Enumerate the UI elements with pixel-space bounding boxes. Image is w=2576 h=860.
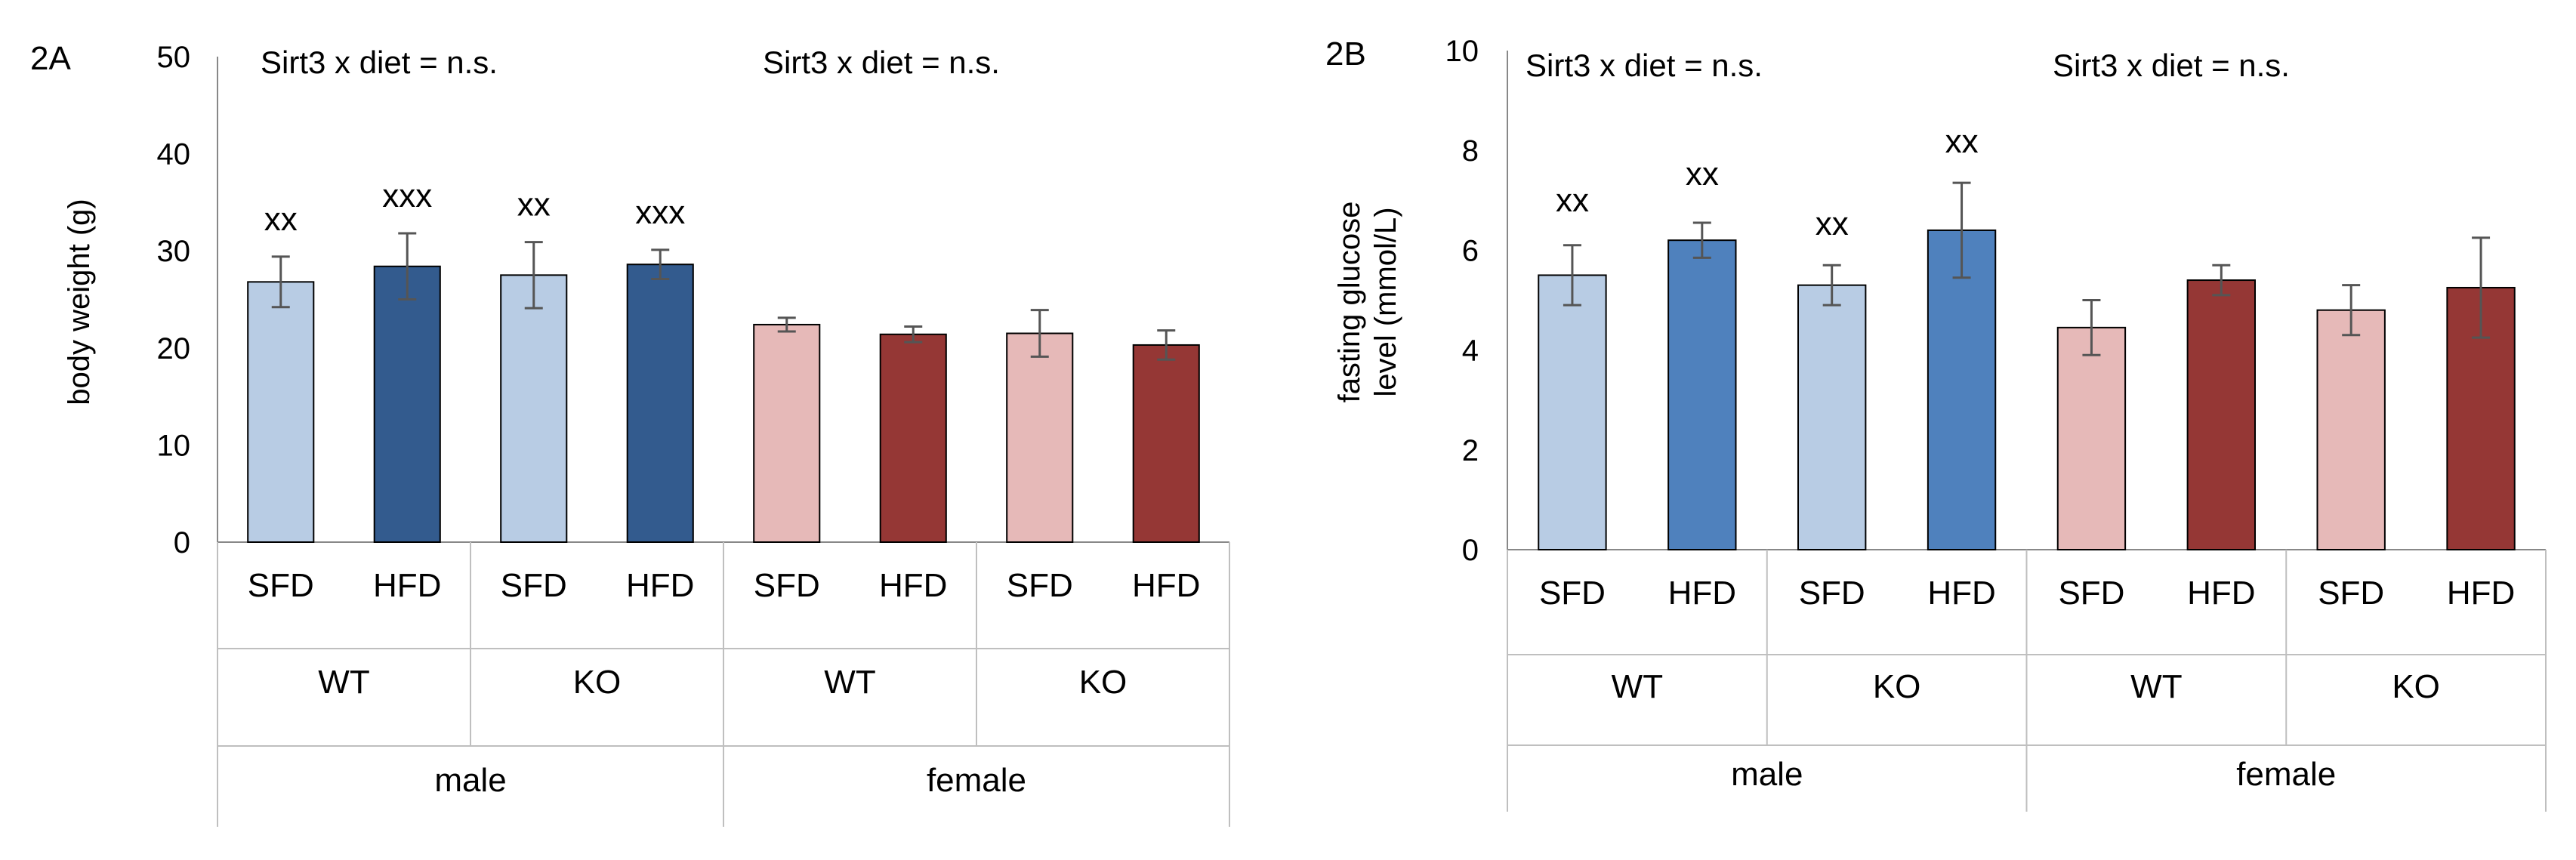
chart1-y-tick-label: 20 xyxy=(157,332,191,365)
chart2-sex-label: female xyxy=(2236,756,2336,793)
chart2-sex-label: male xyxy=(1731,756,1803,793)
chart2-y-tick-label: 0 xyxy=(1462,534,1479,567)
chart1-significance-label: xxx xyxy=(635,194,685,231)
chart1-genotype-label: KO xyxy=(1079,664,1128,701)
chart2-diet-label: HFD xyxy=(1927,575,1995,612)
chart1-significance-label: xx xyxy=(264,201,298,238)
chart2-bar xyxy=(2316,309,2386,550)
chart2-bar xyxy=(1538,274,1607,550)
chart1-diet-label: SFD xyxy=(501,567,567,604)
chart2-bar xyxy=(1667,239,1737,550)
chart2-significance-label: xx xyxy=(1556,182,1589,219)
chart1-diet-label: HFD xyxy=(879,567,947,604)
chart2-y-tick-label: 6 xyxy=(1462,234,1479,267)
chart1-diet-label: HFD xyxy=(373,567,441,604)
chart1-diet-label: HFD xyxy=(1132,567,1200,604)
chart1-genotype-label: WT xyxy=(824,664,875,701)
chart2-diet-label: HFD xyxy=(1668,575,1736,612)
chart2-bar xyxy=(2186,279,2256,550)
chart2-genotype-label: KO xyxy=(1873,668,1921,705)
chart1-significance-label: xxx xyxy=(382,177,432,214)
chart2-diet-label: SFD xyxy=(2318,575,2384,612)
chart2-genotype-label: WT xyxy=(2130,668,2182,705)
chart1-y-tick-label: 40 xyxy=(157,138,191,171)
chart2-significance-label: xx xyxy=(1945,123,1979,160)
chart1-significance-label: xx xyxy=(517,186,551,223)
chart1-bar xyxy=(1132,344,1200,543)
chart2-diet-label: HFD xyxy=(2447,575,2515,612)
chart1-genotype-label: KO xyxy=(573,664,622,701)
chart2-significance-label: xx xyxy=(1816,205,1849,242)
chart1-genotype-label: WT xyxy=(318,664,369,701)
chart2-diet-label: SFD xyxy=(2058,575,2124,612)
chart1-y-tick-label: 0 xyxy=(174,526,190,559)
chart1-y-axis-title: body weight (g) xyxy=(63,199,96,405)
chart2-bar xyxy=(1927,229,1997,550)
chart1-diet-label: SFD xyxy=(1007,567,1073,604)
chart1-y-tick-label: 50 xyxy=(157,41,191,74)
chart1-interaction-annotation: Sirt3 x diet = n.s. xyxy=(763,45,1000,80)
chart1-bar xyxy=(373,265,441,543)
chart2-significance-label: xx xyxy=(1686,156,1719,193)
chart2-interaction-annotation: Sirt3 x diet = n.s. xyxy=(1526,48,1763,83)
chart1-diet-label: HFD xyxy=(626,567,694,604)
chart1-panel-label: 2A xyxy=(30,40,71,77)
chart2-y-tick-label: 8 xyxy=(1462,134,1479,168)
chart1-bar xyxy=(1006,332,1074,543)
chart2-y-tick-label: 2 xyxy=(1462,434,1479,467)
chart1-y-tick-label: 10 xyxy=(157,429,191,462)
chart1-diet-label: SFD xyxy=(248,567,314,604)
chart1-y-tick-label: 30 xyxy=(157,235,191,268)
chart2-panel-label: 2B xyxy=(1325,35,1366,72)
chart2-interaction-annotation: Sirt3 x diet = n.s. xyxy=(2053,48,2290,83)
chart2-diet-label: SFD xyxy=(1539,575,1606,612)
chart1-bar xyxy=(626,264,694,543)
chart1-bar xyxy=(500,274,568,543)
chart2-y-axis-title-line: level (mmol/L) xyxy=(1369,207,1402,396)
chart2-diet-label: SFD xyxy=(1799,575,1865,612)
chart2-genotype-label: WT xyxy=(1612,668,1663,705)
chart1-diet-label: SFD xyxy=(754,567,820,604)
chart1-bar xyxy=(879,333,947,543)
chart2-bar xyxy=(2056,326,2127,550)
chart2-y-tick-label: 4 xyxy=(1462,334,1479,368)
chart2-bar xyxy=(1797,284,1867,550)
chart2-genotype-label: KO xyxy=(2392,668,2440,705)
chart1-bar xyxy=(247,281,315,543)
chart1-sex-label: female xyxy=(927,762,1026,799)
chart1-sex-label: male xyxy=(434,762,506,799)
chart2-y-tick-label: 10 xyxy=(1445,35,1479,68)
chart1-bar xyxy=(753,323,821,543)
chart2-y-axis-title-line: fasting glucose xyxy=(1333,202,1366,403)
chart1-interaction-annotation: Sirt3 x diet = n.s. xyxy=(261,45,498,80)
chart2-diet-label: HFD xyxy=(2187,575,2255,612)
